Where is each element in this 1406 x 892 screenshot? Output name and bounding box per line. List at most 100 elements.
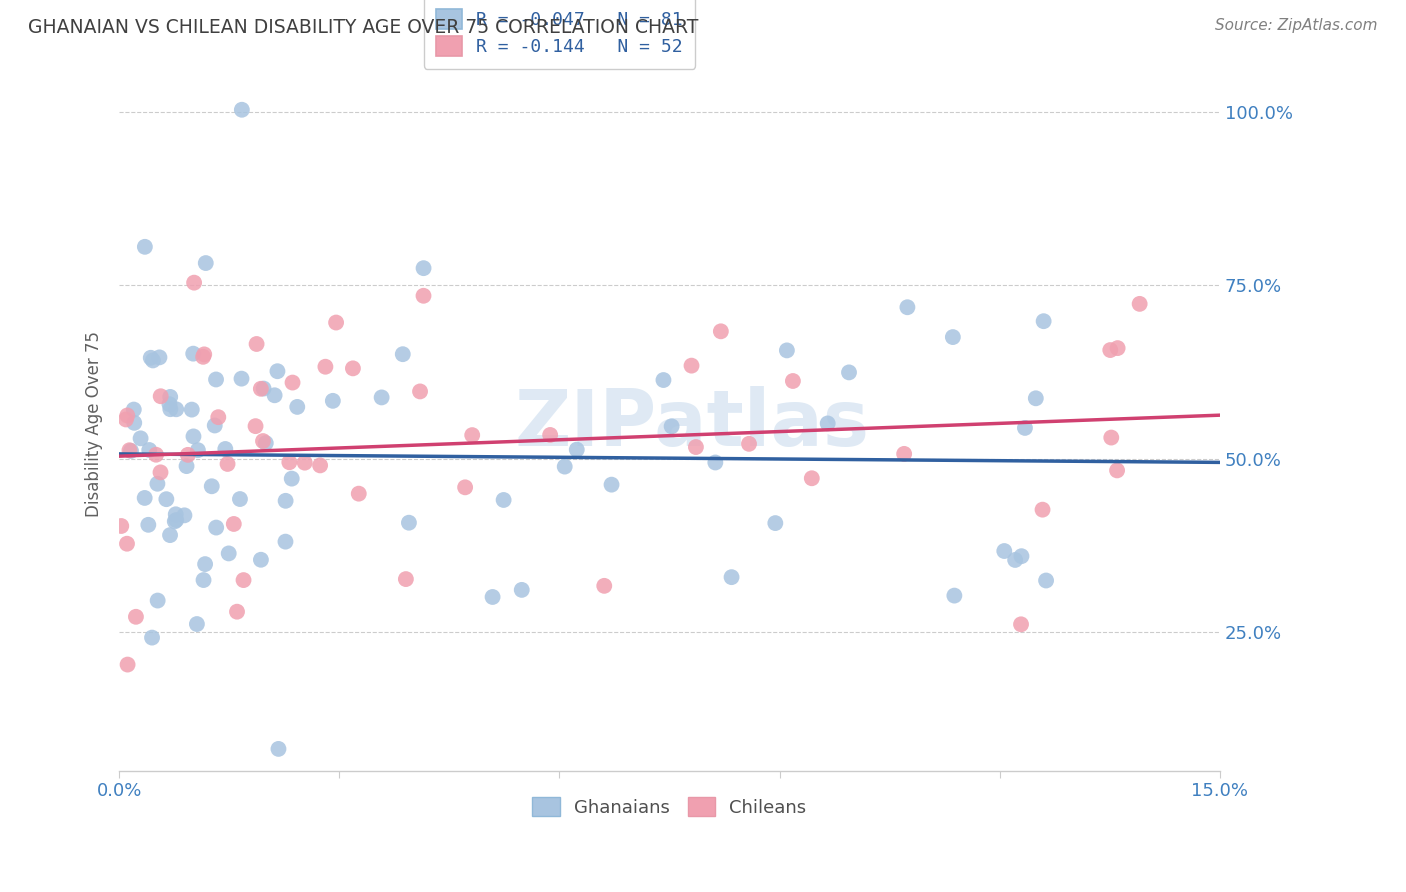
Point — [1129, 297, 1152, 311]
Point — [122, 416, 145, 430]
Point — [1099, 343, 1122, 357]
Point — [134, 240, 156, 254]
Point — [409, 384, 432, 399]
Point — [229, 491, 252, 506]
Point — [125, 609, 148, 624]
Point — [314, 359, 336, 374]
Point — [309, 458, 332, 473]
Point — [252, 434, 274, 448]
Point — [1011, 549, 1033, 564]
Point — [183, 429, 205, 443]
Point — [149, 466, 172, 480]
Point — [652, 373, 675, 387]
Point — [193, 347, 215, 361]
Point — [176, 459, 198, 474]
Point — [207, 410, 229, 425]
Point — [710, 324, 733, 338]
Point — [204, 418, 226, 433]
Point — [122, 402, 145, 417]
Point — [148, 351, 170, 365]
Point — [110, 519, 132, 533]
Point — [896, 300, 918, 314]
Point — [1032, 314, 1054, 328]
Point — [217, 457, 239, 471]
Point — [115, 537, 138, 551]
Point — [1025, 392, 1047, 406]
Point — [254, 436, 277, 450]
Point — [191, 350, 214, 364]
Point — [226, 605, 249, 619]
Point — [250, 553, 273, 567]
Point — [993, 544, 1015, 558]
Point — [183, 276, 205, 290]
Point — [252, 382, 274, 396]
Point — [194, 256, 217, 270]
Point — [817, 417, 839, 431]
Point — [395, 572, 418, 586]
Point — [117, 409, 139, 423]
Point — [681, 359, 703, 373]
Point — [218, 546, 240, 560]
Point — [685, 440, 707, 454]
Point — [214, 442, 236, 456]
Point — [412, 261, 434, 276]
Point — [370, 391, 392, 405]
Text: GHANAIAN VS CHILEAN DISABILITY AGE OVER 75 CORRELATION CHART: GHANAIAN VS CHILEAN DISABILITY AGE OVER … — [28, 18, 699, 37]
Point — [145, 448, 167, 462]
Point — [187, 443, 209, 458]
Point — [186, 617, 208, 632]
Point — [278, 455, 301, 469]
Point — [704, 455, 727, 469]
Point — [398, 516, 420, 530]
Point — [593, 579, 616, 593]
Point — [510, 582, 533, 597]
Point — [342, 361, 364, 376]
Point — [492, 493, 515, 508]
Point — [205, 372, 228, 386]
Point — [117, 657, 139, 672]
Point — [893, 447, 915, 461]
Point — [205, 520, 228, 534]
Point — [180, 402, 202, 417]
Point — [600, 477, 623, 491]
Text: Source: ZipAtlas.com: Source: ZipAtlas.com — [1215, 18, 1378, 33]
Point — [281, 376, 304, 390]
Point — [165, 513, 187, 527]
Point — [943, 589, 966, 603]
Legend: Ghanaians, Chileans: Ghanaians, Chileans — [526, 790, 814, 824]
Point — [245, 419, 267, 434]
Point — [139, 351, 162, 365]
Point — [347, 486, 370, 500]
Point — [201, 479, 224, 493]
Point — [231, 103, 253, 117]
Point — [138, 442, 160, 457]
Point — [159, 397, 181, 411]
Point — [322, 393, 344, 408]
Point — [538, 428, 561, 442]
Point — [155, 492, 177, 507]
Point — [763, 516, 786, 530]
Point — [1107, 341, 1129, 355]
Point — [280, 472, 302, 486]
Point — [263, 388, 285, 402]
Point — [250, 382, 273, 396]
Point — [800, 471, 823, 485]
Point — [294, 456, 316, 470]
Point — [1035, 574, 1057, 588]
Point — [231, 371, 253, 385]
Point — [120, 443, 142, 458]
Point — [554, 459, 576, 474]
Point — [325, 316, 347, 330]
Point — [159, 528, 181, 542]
Point — [146, 593, 169, 607]
Point — [391, 347, 413, 361]
Point — [266, 364, 288, 378]
Point — [129, 431, 152, 445]
Point — [142, 353, 165, 368]
Point — [118, 443, 141, 458]
Point — [267, 742, 290, 756]
Point — [274, 493, 297, 508]
Point — [720, 570, 742, 584]
Point — [165, 508, 187, 522]
Point — [776, 343, 799, 358]
